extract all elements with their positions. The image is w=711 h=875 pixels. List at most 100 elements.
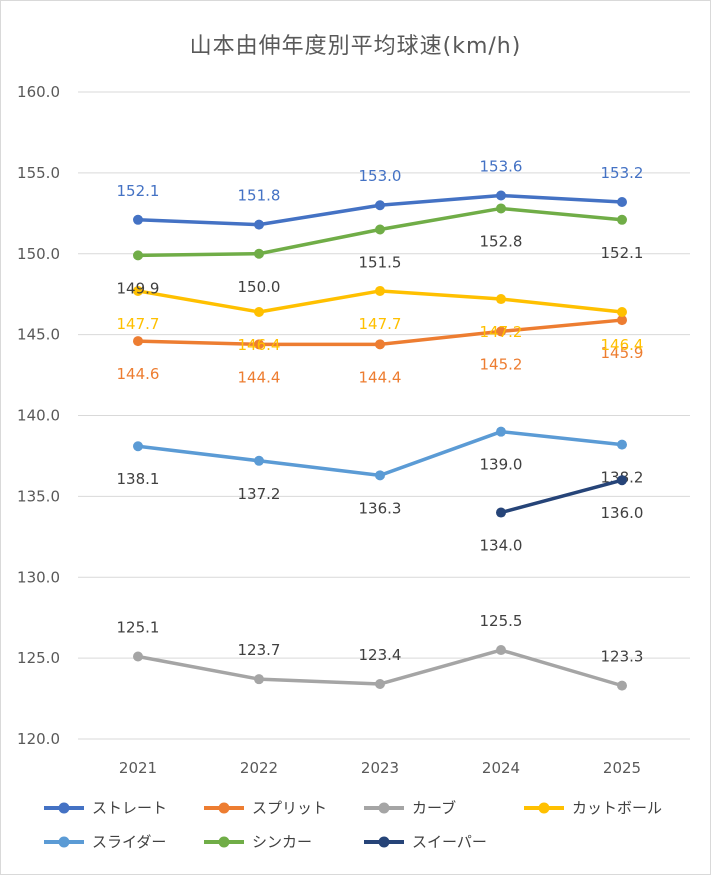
data-label: 151.5 — [359, 253, 402, 271]
data-point — [496, 645, 506, 656]
legend-label: スイーパー — [412, 833, 487, 851]
data-label: 134.0 — [480, 537, 523, 555]
y-tick-label: 160.0 — [17, 83, 60, 101]
data-point — [617, 315, 627, 326]
data-label: 153.2 — [601, 164, 644, 182]
data-label: 125.1 — [117, 619, 160, 637]
data-point — [496, 507, 506, 518]
y-tick-label: 130.0 — [17, 568, 60, 586]
data-label: 123.3 — [601, 648, 644, 666]
data-point — [617, 680, 627, 691]
data-point — [133, 441, 143, 452]
data-point — [375, 285, 385, 296]
data-point — [617, 306, 627, 317]
data-point — [254, 219, 264, 230]
legend-item: カットボール — [524, 799, 662, 817]
legend-item: スプリット — [204, 799, 327, 817]
y-tick-label: 125.0 — [17, 649, 60, 667]
legend-swatch-marker — [58, 802, 70, 814]
legend-swatch-marker — [538, 802, 550, 814]
data-label: 146.4 — [601, 336, 644, 354]
legend-item: ストレート — [44, 799, 167, 817]
data-label: 147.7 — [359, 315, 402, 333]
data-label: 144.4 — [238, 368, 281, 386]
data-point — [375, 679, 385, 690]
data-label: 146.4 — [238, 336, 281, 354]
legend-label: カットボール — [572, 799, 662, 817]
y-tick-label: 120.0 — [17, 730, 60, 748]
data-label: 152.1 — [117, 182, 160, 200]
data-point — [375, 200, 385, 211]
data-label: 136.3 — [359, 499, 402, 517]
data-label: 153.0 — [359, 167, 402, 185]
y-tick-label: 140.0 — [17, 407, 60, 425]
y-tick-label: 135.0 — [17, 487, 60, 505]
series-3: 147.7 146.4 147.7 147.2 146.4 — [117, 285, 644, 354]
data-label: 139.0 — [480, 456, 523, 474]
x-tick-label: 2022 — [240, 759, 278, 777]
legend-label: スプリット — [252, 799, 327, 817]
data-label: 147.2 — [480, 323, 523, 341]
y-tick-label: 155.0 — [17, 164, 60, 182]
data-point — [254, 455, 264, 466]
legend-label: ストレート — [92, 799, 167, 817]
y-tick-label: 150.0 — [17, 245, 60, 263]
data-point — [617, 214, 627, 225]
data-point — [133, 250, 143, 261]
data-point — [133, 285, 143, 296]
data-point — [496, 294, 506, 305]
data-label: 123.7 — [238, 641, 281, 659]
data-label: 144.4 — [359, 368, 402, 386]
data-point — [375, 470, 385, 481]
series-2: 125.1 123.7 123.4 125.5 123.3 — [117, 612, 644, 691]
chart-title: 山本由伸年度別平均球速(km/h) — [189, 34, 522, 59]
legend-label: カーブ — [412, 799, 456, 817]
data-point — [617, 439, 627, 450]
data-point — [133, 336, 143, 347]
data-point — [254, 674, 264, 685]
x-tick-label: 2023 — [361, 759, 399, 777]
data-point — [133, 651, 143, 662]
legend-swatch-marker — [218, 802, 230, 814]
data-label: 152.8 — [480, 232, 523, 250]
series-5: 149.9 150.0 151.5 152.8 152.1 — [117, 203, 644, 297]
data-point — [375, 339, 385, 350]
x-tick-label: 2024 — [482, 759, 520, 777]
data-label: 152.1 — [601, 244, 644, 262]
data-label: 151.8 — [238, 187, 281, 205]
legend-swatch-marker — [58, 836, 70, 848]
data-point — [254, 306, 264, 317]
data-label: 145.9 — [601, 344, 644, 362]
data-point — [617, 475, 627, 486]
legend-swatch-marker — [218, 836, 230, 848]
data-point — [254, 339, 264, 350]
data-point — [496, 203, 506, 214]
data-point — [254, 248, 264, 259]
legend-item: カーブ — [364, 799, 456, 817]
data-point — [496, 326, 506, 337]
x-tick-label: 2021 — [119, 759, 157, 777]
legend-label: スライダー — [92, 833, 166, 851]
legend-swatch-marker — [378, 836, 390, 848]
data-point — [496, 426, 506, 437]
data-point — [617, 196, 627, 207]
series-6: 134.0 136.0 — [480, 475, 643, 555]
data-point — [133, 214, 143, 225]
series-line — [500, 478, 623, 515]
legend-item: スライダー — [44, 833, 166, 851]
legend-label: シンカー — [252, 833, 312, 851]
data-label: 145.2 — [480, 355, 523, 373]
y-tick-label: 145.0 — [17, 326, 60, 344]
data-point — [496, 190, 506, 201]
legend-item: シンカー — [204, 833, 312, 851]
x-tick-label: 2025 — [603, 759, 641, 777]
legend-item: スイーパー — [364, 833, 487, 851]
data-label: 144.6 — [117, 365, 160, 383]
data-label: 137.2 — [238, 485, 281, 503]
series-0: 152.1 151.8 153.0 153.6 153.2 — [117, 158, 644, 230]
data-point — [375, 224, 385, 235]
legend-swatch-marker — [378, 802, 390, 814]
